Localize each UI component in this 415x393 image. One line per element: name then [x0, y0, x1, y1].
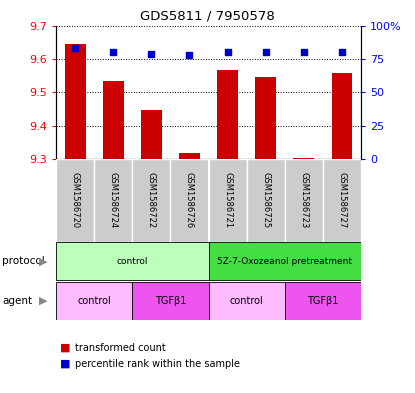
- Bar: [132, 282, 209, 320]
- Text: ■: ■: [60, 358, 71, 369]
- Text: GSM1586724: GSM1586724: [109, 173, 118, 228]
- Bar: [255, 77, 276, 159]
- Text: ■: ■: [60, 343, 71, 353]
- Text: transformed count: transformed count: [75, 343, 166, 353]
- Bar: [247, 159, 285, 242]
- Point: [72, 45, 78, 51]
- Point: [339, 49, 345, 55]
- Bar: [179, 154, 200, 159]
- Bar: [56, 159, 94, 242]
- Bar: [56, 242, 209, 280]
- Text: TGFβ1: TGFβ1: [307, 296, 339, 306]
- Bar: [103, 81, 124, 159]
- Bar: [285, 282, 361, 320]
- Text: percentile rank within the sample: percentile rank within the sample: [75, 358, 240, 369]
- Bar: [293, 158, 314, 159]
- Text: GSM1586727: GSM1586727: [337, 172, 347, 229]
- Text: GSM1586725: GSM1586725: [261, 173, 270, 228]
- Point: [262, 49, 269, 55]
- Bar: [217, 70, 238, 159]
- Bar: [209, 159, 247, 242]
- Point: [300, 49, 307, 55]
- Bar: [132, 159, 171, 242]
- Text: agent: agent: [2, 296, 32, 306]
- Bar: [56, 282, 132, 320]
- Text: GSM1586722: GSM1586722: [147, 173, 156, 228]
- Bar: [94, 159, 132, 242]
- Text: GSM1586723: GSM1586723: [299, 172, 308, 229]
- Text: 5Z-7-Oxozeanol pretreatment: 5Z-7-Oxozeanol pretreatment: [217, 257, 352, 266]
- Text: control: control: [230, 296, 264, 306]
- Text: control: control: [77, 296, 111, 306]
- Bar: [171, 159, 209, 242]
- Bar: [285, 159, 323, 242]
- Text: TGFβ1: TGFβ1: [155, 296, 186, 306]
- Bar: [332, 73, 352, 159]
- Bar: [323, 159, 361, 242]
- Text: GDS5811 / 7950578: GDS5811 / 7950578: [140, 10, 275, 23]
- Point: [186, 52, 193, 58]
- Text: GSM1586726: GSM1586726: [185, 172, 194, 229]
- Text: ▶: ▶: [39, 296, 48, 306]
- Point: [224, 49, 231, 55]
- Bar: [65, 44, 85, 159]
- Text: ▶: ▶: [39, 256, 48, 266]
- Text: protocol: protocol: [2, 256, 45, 266]
- Bar: [141, 110, 162, 159]
- Bar: [209, 242, 361, 280]
- Text: GSM1586720: GSM1586720: [71, 173, 80, 228]
- Bar: [209, 282, 285, 320]
- Text: GSM1586721: GSM1586721: [223, 173, 232, 228]
- Point: [110, 49, 117, 55]
- Point: [148, 50, 155, 57]
- Text: control: control: [117, 257, 148, 266]
